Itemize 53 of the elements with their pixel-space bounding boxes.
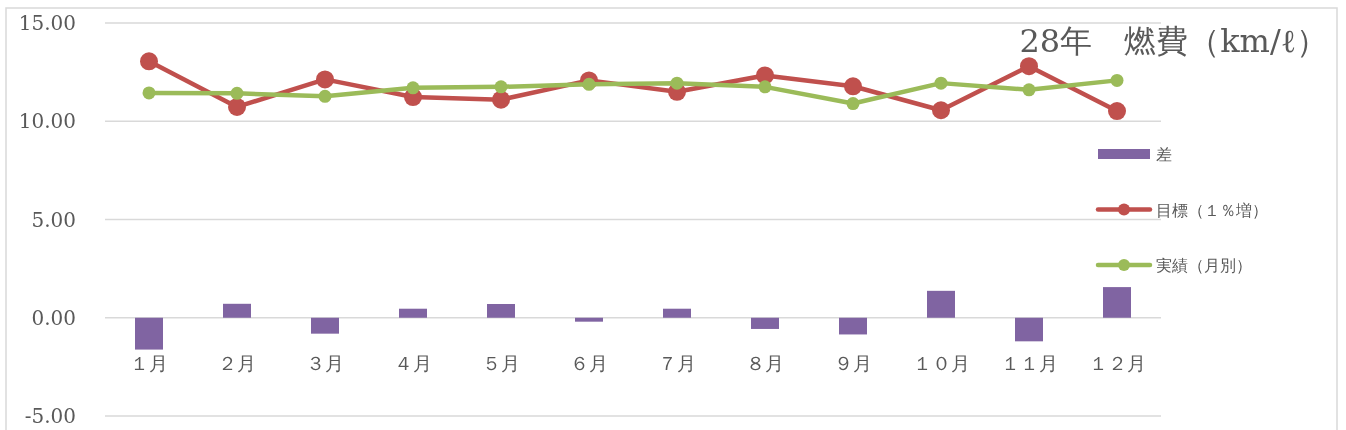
x-tick-label: ９月: [834, 352, 872, 374]
y-tick-label: 15.00: [18, 11, 76, 35]
bar: [223, 303, 251, 318]
bar: [1103, 287, 1131, 318]
bar: [135, 317, 163, 350]
point: [934, 76, 948, 90]
x-tick-label: ２月: [218, 352, 256, 374]
legend-label: 実績（月別）: [1156, 256, 1252, 275]
point: [1020, 57, 1038, 76]
point: [494, 80, 508, 94]
x-tick-label: ７月: [658, 352, 696, 374]
x-tick-label: ４月: [394, 352, 432, 374]
point: [846, 97, 860, 111]
point: [230, 86, 244, 100]
point: [492, 90, 510, 109]
y-tick-label: 0.00: [31, 305, 76, 330]
point: [1108, 102, 1126, 121]
bar: [839, 317, 867, 335]
legend-label: 差: [1156, 145, 1172, 164]
point: [1110, 73, 1124, 87]
x-tick-label: ８月: [746, 352, 784, 374]
x-tick-label: ５月: [482, 352, 520, 374]
point: [406, 81, 420, 95]
point: [140, 52, 158, 71]
point: [932, 101, 950, 120]
x-tick-label: １０月: [912, 352, 970, 374]
point: [844, 77, 862, 96]
y-tick-label: 5.00: [31, 207, 76, 232]
bar: [927, 290, 955, 318]
bar: [751, 317, 779, 329]
legend-label: 目標（１％増）: [1156, 200, 1268, 220]
point: [142, 86, 156, 100]
point: [318, 89, 332, 103]
bar: [575, 317, 603, 322]
point: [758, 80, 772, 94]
x-tick-label: １月: [130, 352, 168, 374]
point: [228, 97, 246, 116]
x-tick-label: ６月: [570, 352, 608, 374]
x-tick-label: １１月: [1000, 352, 1058, 374]
chart-title: 28年 燃費（km/ℓ）: [1019, 22, 1328, 60]
bar: [1015, 317, 1043, 342]
point: [316, 70, 334, 89]
bar: [399, 308, 427, 318]
point: [582, 77, 596, 91]
bar: [487, 304, 515, 318]
point: [1022, 83, 1036, 97]
y-tick-label: 10.00: [18, 109, 76, 134]
bar: [311, 317, 339, 334]
x-tick-label: １２月: [1088, 352, 1146, 374]
bar: [663, 308, 691, 318]
x-tick-label: ３月: [306, 352, 344, 374]
y-tick-label: -5.00: [24, 404, 76, 428]
point: [670, 76, 684, 90]
